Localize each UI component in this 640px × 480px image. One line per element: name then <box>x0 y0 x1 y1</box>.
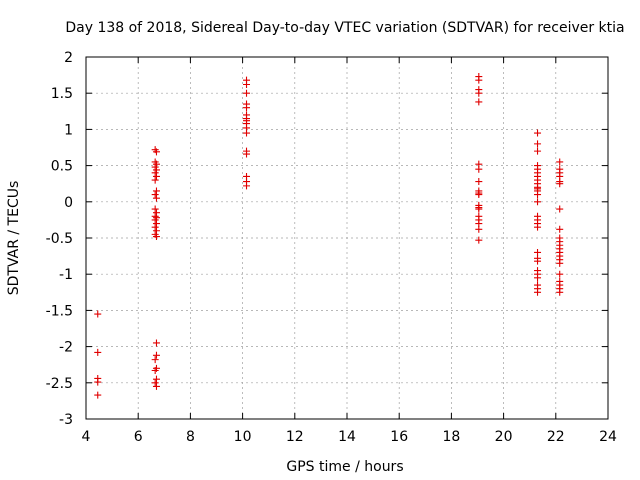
x-tick-label: 12 <box>286 429 304 445</box>
data-point <box>152 172 160 180</box>
data-point <box>243 182 251 190</box>
y-tick-label: -0.5 <box>46 231 73 247</box>
data-point <box>475 236 483 244</box>
data-point <box>534 274 542 282</box>
data-point <box>243 89 251 97</box>
y-tick-label: -1 <box>59 267 73 283</box>
data-point <box>475 205 483 213</box>
x-tick-label: 6 <box>134 429 143 445</box>
data-point <box>556 259 564 267</box>
x-tick-labels: 4 6 8 10 12 14 16 18 20 22 24 <box>82 429 617 445</box>
data-point <box>152 220 160 228</box>
data-point <box>556 180 564 188</box>
data-point <box>534 257 542 265</box>
data-point <box>151 366 159 374</box>
data-points <box>94 73 564 399</box>
data-point <box>151 176 159 184</box>
data-point <box>152 194 160 202</box>
data-point <box>152 339 160 347</box>
data-point <box>534 147 542 155</box>
data-point <box>94 348 102 356</box>
data-point <box>556 288 564 296</box>
data-point <box>556 270 564 278</box>
x-tick-label: 18 <box>442 429 460 445</box>
x-tick-label: 14 <box>338 429 356 445</box>
data-point <box>534 191 542 199</box>
y-tick-label: -3 <box>59 412 73 428</box>
data-point <box>151 379 159 387</box>
data-point <box>152 148 160 156</box>
y-tick-label: -1.5 <box>46 303 73 319</box>
data-point <box>556 158 564 166</box>
x-tick-label: 8 <box>186 429 195 445</box>
y-tick-label: 0 <box>64 195 73 211</box>
data-point <box>534 288 542 296</box>
x-tick-label: 16 <box>390 429 408 445</box>
data-point <box>243 104 251 112</box>
data-point <box>534 129 542 137</box>
data-point <box>243 81 251 89</box>
data-point <box>152 351 160 359</box>
data-point <box>243 150 251 158</box>
x-tick-label: 24 <box>599 429 617 445</box>
data-point <box>152 375 160 383</box>
data-point <box>94 310 102 318</box>
y-tick-label: 1.5 <box>51 86 73 102</box>
data-point <box>534 223 542 231</box>
data-point <box>151 191 159 199</box>
y-tick-label: 2 <box>64 50 73 66</box>
y-tick-labels: 2 1.5 1 0.5 0 -0.5 -1 -1.5 -2 -2.5 -3 <box>46 50 73 428</box>
data-point <box>151 205 159 213</box>
x-tick-label: 22 <box>547 429 565 445</box>
data-point <box>151 356 159 364</box>
data-point <box>151 169 159 177</box>
data-point <box>475 76 483 84</box>
x-axis-label: GPS time / hours <box>286 459 403 475</box>
data-point <box>475 191 483 199</box>
data-point <box>151 223 159 231</box>
data-point <box>475 89 483 97</box>
data-point <box>94 391 102 399</box>
data-point <box>534 140 542 148</box>
data-point <box>152 166 160 174</box>
data-point <box>475 178 483 186</box>
y-tick-label: 0.5 <box>51 159 73 175</box>
data-point <box>475 165 483 173</box>
data-point <box>556 205 564 213</box>
grid <box>86 57 608 419</box>
data-point <box>475 225 483 233</box>
x-tick-label: 10 <box>234 429 252 445</box>
data-point <box>151 216 159 224</box>
y-axis-label: SDTVAR / TECUs <box>6 181 22 296</box>
chart-title: Day 138 of 2018, Sidereal Day-to-day VTE… <box>65 20 624 36</box>
data-point <box>534 198 542 206</box>
y-tick-label: -2.5 <box>46 376 73 392</box>
y-tick-label: -2 <box>59 340 73 356</box>
data-point <box>94 378 102 386</box>
x-tick-label: 4 <box>82 429 91 445</box>
plot-frame <box>85 56 609 420</box>
data-point <box>152 233 160 241</box>
data-point <box>152 187 160 195</box>
data-point <box>243 129 251 137</box>
x-tick-label: 20 <box>495 429 513 445</box>
data-point <box>556 225 564 233</box>
data-point <box>475 98 483 106</box>
data-point <box>152 382 160 390</box>
y-tick-label: 1 <box>64 122 73 138</box>
